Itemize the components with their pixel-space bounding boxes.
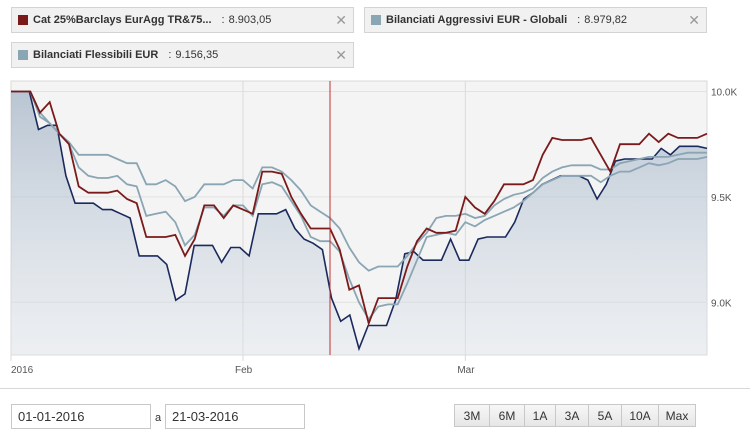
series-line — [11, 90, 707, 272]
close-icon[interactable]: ✕ — [688, 12, 700, 28]
legend-item[interactable]: Bilanciati Flessibili EUR:9.156,35 ✕ — [11, 42, 354, 68]
x-axis: 2016 Feb Mar — [11, 365, 475, 376]
series-area — [11, 91, 707, 355]
legend-name: Bilanciati Flessibili EUR — [33, 49, 159, 61]
series-line — [11, 90, 708, 327]
x-tick-label: Feb — [235, 365, 253, 376]
range-button-max[interactable]: Max — [658, 404, 696, 427]
range-button-6m[interactable]: 6M — [489, 404, 525, 427]
legend-swatch — [18, 15, 28, 25]
y-tick-label: 9.5K — [711, 193, 732, 204]
range-button-10a[interactable]: 10A — [621, 404, 659, 427]
legend-item[interactable]: Cat 25%Barclays EurAgg TR&75...:8.903,05… — [11, 7, 354, 33]
y-tick-label: 10.0K — [711, 88, 737, 99]
legend-separator: : — [168, 49, 172, 61]
y-axis: 10.0K 9.5K 9.0K — [711, 88, 737, 310]
legend-value: 8.979,82 — [584, 14, 628, 26]
legend-name: Cat 25%Barclays EurAgg TR&75... — [33, 14, 212, 26]
legend-value: 9.156,35 — [175, 49, 219, 61]
legend-value: 8.903,05 — [228, 14, 272, 26]
range-buttons: 3M 6M 1A 3A 5A 10A Max — [454, 404, 696, 427]
date-from-input[interactable] — [11, 404, 151, 429]
legend-name: Bilanciati Aggressivi EUR - Globali — [386, 14, 568, 26]
range-button-1a[interactable]: 1A — [524, 404, 556, 427]
legend-separator: : — [577, 14, 581, 26]
legend-separator: : — [221, 14, 225, 26]
range-button-3m[interactable]: 3M — [454, 404, 490, 427]
series-line — [11, 90, 708, 352]
x-tick-label: Mar — [457, 365, 475, 376]
close-icon[interactable]: ✕ — [335, 47, 347, 63]
x-tick-label: 2016 — [11, 365, 34, 376]
price-chart[interactable]: 2016 Feb Mar 10.0K 9.5K 9.0K — [0, 0, 756, 400]
divider — [0, 388, 750, 389]
series-layer — [11, 90, 708, 355]
range-button-5a[interactable]: 5A — [588, 404, 622, 427]
y-tick-label: 9.0K — [711, 298, 732, 309]
close-icon[interactable]: ✕ — [335, 12, 347, 28]
date-to-input[interactable] — [165, 404, 305, 429]
legend-swatch — [371, 15, 381, 25]
date-separator: a — [155, 412, 162, 424]
range-button-3a[interactable]: 3A — [555, 404, 589, 427]
legend-item[interactable]: Bilanciati Aggressivi EUR - Globali:8.97… — [364, 7, 707, 33]
legend-swatch — [18, 50, 28, 60]
series-line — [11, 90, 708, 321]
